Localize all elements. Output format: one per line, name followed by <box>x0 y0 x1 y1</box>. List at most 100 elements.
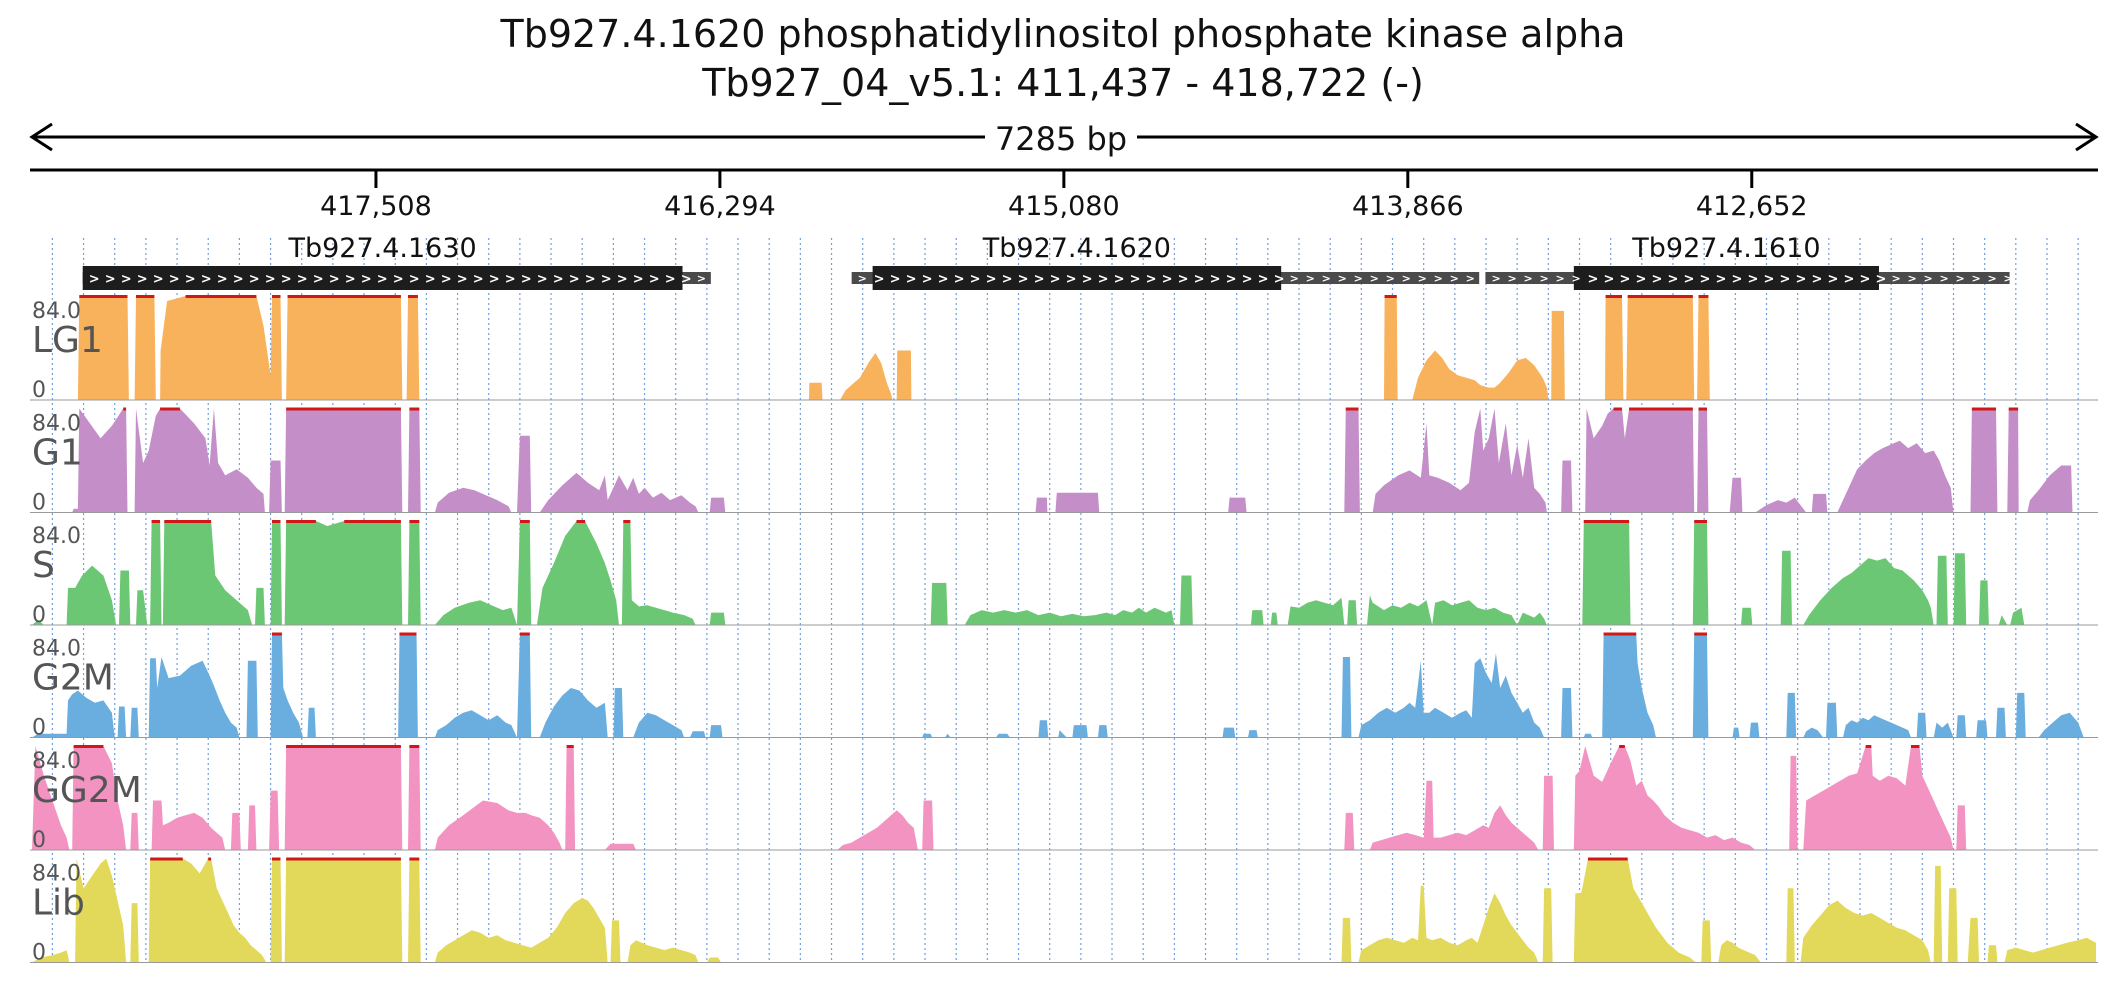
figure-location: Tb927_04_v5.1: 411,437 - 418,722 (-) <box>701 61 1424 105</box>
clip-marker <box>1605 295 1623 298</box>
strand-chevron: > <box>1555 272 1564 285</box>
strand-chevron: > <box>169 272 180 287</box>
strand-chevron: > <box>489 272 500 287</box>
strand-chevron: > <box>457 272 468 287</box>
strand-chevron: > <box>1338 272 1347 285</box>
track-min-label: 0 <box>32 716 46 741</box>
clip-marker <box>1694 632 1707 636</box>
strand-chevron: > <box>1226 272 1237 287</box>
track-min-label: 0 <box>32 603 46 628</box>
strand-chevron: > <box>425 272 436 287</box>
strand-chevron: > <box>1146 272 1157 287</box>
clip-marker <box>1698 295 1709 298</box>
strand-chevron: > <box>345 272 356 287</box>
clip-marker <box>271 520 281 523</box>
strand-chevron: > <box>1571 272 1580 285</box>
clip-marker <box>1865 745 1872 748</box>
clip-marker <box>271 295 281 298</box>
clip-marker <box>185 295 257 298</box>
strand-chevron: > <box>361 272 372 287</box>
gene-label: Tb927.4.1610 <box>1631 233 1820 264</box>
strand-chevron: > <box>1258 272 1269 287</box>
clip-marker <box>286 745 401 748</box>
strand-chevron: > <box>1779 272 1790 287</box>
strand-chevron: > <box>1987 272 1996 285</box>
strand-chevron: > <box>1635 272 1646 287</box>
span-label: 7285 bp <box>995 120 1127 158</box>
gene-cds <box>1573 266 1879 290</box>
strand-chevron: > <box>1274 272 1285 287</box>
clip-marker <box>1910 745 1920 748</box>
strand-chevron: > <box>1066 272 1077 287</box>
ruler-ticks: 417,508 416,294 415,080 413,866 412,652 <box>320 170 1808 222</box>
ruler-tick-label: 415,080 <box>1008 191 1120 222</box>
strand-chevron: > <box>1386 272 1395 285</box>
strand-chevron: > <box>665 272 676 287</box>
track-max-label: 84.0 <box>32 299 81 324</box>
track-max-label: 84.0 <box>32 749 81 774</box>
strand-chevron: > <box>1034 272 1045 287</box>
track-max-label: 84.0 <box>32 862 81 887</box>
clip-marker <box>151 520 161 523</box>
clip-marker <box>399 632 417 636</box>
track-name-label: S <box>32 545 55 586</box>
figure-title: Tb927.4.1620 phosphatidylinositol phosph… <box>499 12 1625 56</box>
strand-chevron: > <box>137 272 148 287</box>
clip-marker <box>160 407 180 411</box>
strand-chevron: > <box>1162 272 1173 287</box>
strand-chevron: > <box>1322 272 1331 285</box>
coverage-area-g2m <box>32 633 2096 738</box>
clip-marker <box>1384 295 1397 298</box>
strand-chevron: > <box>2003 272 2012 285</box>
track-g1: 84.0 0 G1 <box>30 407 2098 516</box>
coverage-area-g1 <box>32 408 2096 513</box>
strand-chevron: > <box>153 272 164 287</box>
strand-chevron: > <box>1587 272 1598 287</box>
strand-chevron: > <box>1955 272 1964 285</box>
clip-marker <box>1629 407 1693 411</box>
strand-chevron: > <box>441 272 452 287</box>
track-min-label: 0 <box>32 491 46 516</box>
track-lg1: 84.0 0 LG1 <box>30 295 2098 403</box>
strand-chevron: > <box>601 272 612 287</box>
gene-model: > > > > > > > > > > > > > > > > > > > > > > > > > > > > > > > > > > > > > > > T… <box>851 233 1480 290</box>
track-name-label: LG1 <box>32 320 103 361</box>
clip-marker <box>286 520 316 523</box>
strand-chevron: > <box>906 272 917 287</box>
track-name-label: G2M <box>32 658 114 699</box>
strand-chevron: > <box>1603 272 1614 287</box>
strand-chevron: > <box>954 272 965 287</box>
gene-label: Tb927.4.1620 <box>982 233 1171 264</box>
ruler: 417,508 416,294 415,080 413,866 412,652 <box>30 168 2098 222</box>
strand-chevron: > <box>569 272 580 287</box>
strand-chevron: > <box>1843 272 1854 287</box>
gene-model: > > > > > > > > > > > > > > > > > > > > > > > > > > > > > > > > > > > > > > > T… <box>82 233 711 290</box>
track-g2m: 84.0 0 G2M <box>30 632 2098 741</box>
track-s: 84.0 0 S <box>30 520 2098 628</box>
strand-chevron: > <box>105 272 116 287</box>
strand-chevron: > <box>473 272 484 287</box>
strand-chevron: > <box>1747 272 1758 287</box>
strand-chevron: > <box>1939 272 1948 285</box>
strand-chevron: > <box>297 272 308 287</box>
clip-marker <box>271 857 281 861</box>
strand-chevron: > <box>1434 272 1443 285</box>
coverage-area-lg1 <box>32 296 2096 400</box>
strand-chevron: > <box>185 272 196 287</box>
coverage-area-lib <box>32 858 2096 963</box>
strand-chevron: > <box>1667 272 1678 287</box>
strand-chevron: > <box>201 272 212 287</box>
strand-chevron: > <box>1178 272 1189 287</box>
strand-chevron: > <box>874 272 885 287</box>
clip-marker <box>409 857 420 861</box>
strand-chevron: > <box>409 272 420 287</box>
strand-chevron: > <box>265 272 276 287</box>
strand-chevron: > <box>938 272 949 287</box>
strand-chevron: > <box>1418 272 1427 285</box>
clip-marker <box>164 520 212 523</box>
gene-models: > > > > > > > > > > > > > > > > > > > > > > > > > > > > > > > > > > > > > > > T… <box>82 233 2013 290</box>
strand-chevron: > <box>986 272 997 287</box>
strand-chevron: > <box>1354 272 1363 285</box>
strand-chevron: > <box>681 272 692 287</box>
